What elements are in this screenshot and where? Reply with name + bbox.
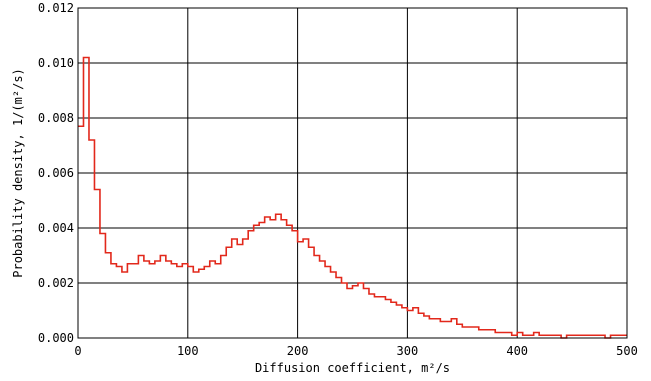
histogram-series-line bbox=[78, 56, 627, 339]
x-tick-label: 300 bbox=[397, 344, 419, 358]
y-tick-label: 0.010 bbox=[38, 56, 74, 70]
x-axis-label: Diffusion coefficient, m²/s bbox=[255, 361, 450, 375]
x-tick-label: 100 bbox=[177, 344, 199, 358]
y-tick-label: 0.008 bbox=[38, 111, 74, 125]
y-tick-label: 0.006 bbox=[38, 166, 74, 180]
y-tick-label: 0.004 bbox=[38, 221, 74, 235]
x-tick-label: 500 bbox=[616, 344, 638, 358]
series-layer bbox=[78, 56, 627, 339]
y-tick-labels: 0.000 0.002 0.004 0.006 0.008 0.010 0.012 bbox=[38, 1, 74, 345]
y-tick-label: 0.000 bbox=[38, 331, 74, 345]
x-tick-label: 200 bbox=[287, 344, 309, 358]
y-tick-label: 0.002 bbox=[38, 276, 74, 290]
x-tick-label: 400 bbox=[506, 344, 528, 358]
x-tick-label: 0 bbox=[74, 344, 81, 358]
y-axis-label: Probability density, 1/(m²/s) bbox=[11, 68, 25, 278]
y-tick-label: 0.012 bbox=[38, 1, 74, 15]
x-tick-labels: 0 100 200 300 400 500 bbox=[74, 344, 637, 358]
plot-frame bbox=[77, 7, 628, 339]
